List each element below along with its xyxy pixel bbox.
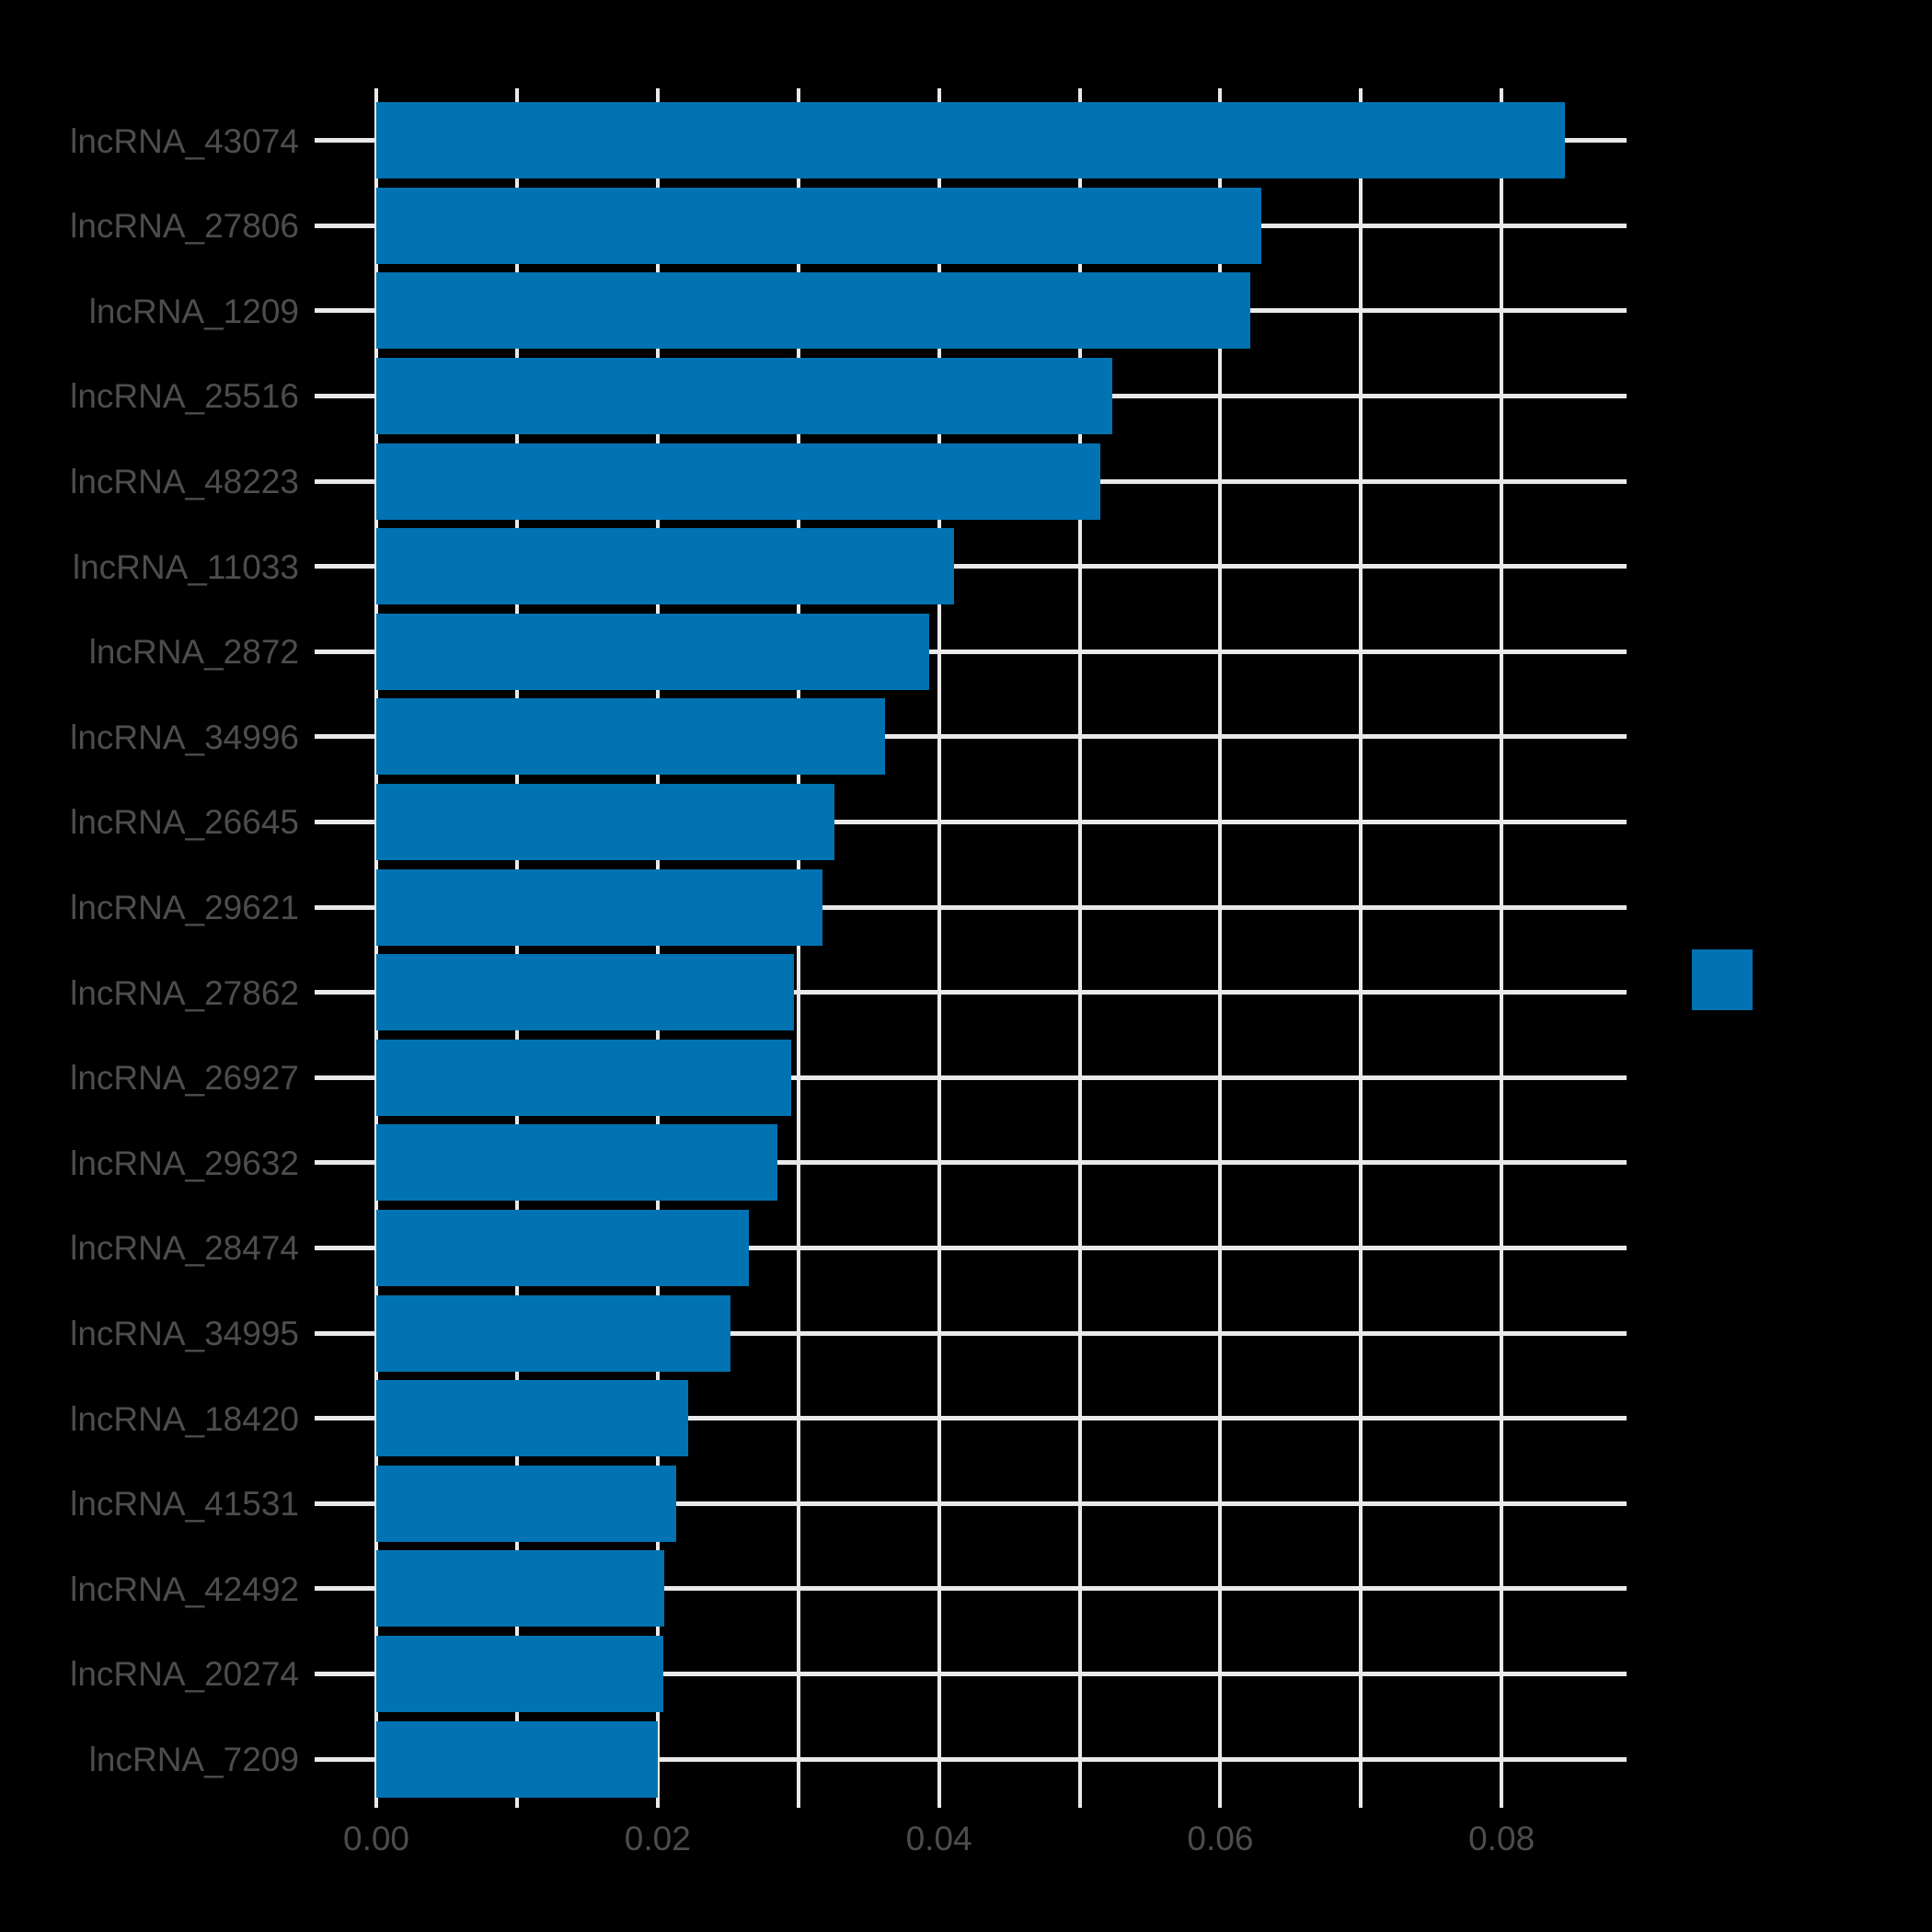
y-tick-label: lncRNA_7209 xyxy=(88,1741,299,1778)
x-gridline xyxy=(1077,88,1082,1808)
y-tick-label: lncRNA_28474 xyxy=(70,1229,299,1268)
y-gridline xyxy=(315,904,1627,910)
y-tick-label: lncRNA_48223 xyxy=(70,463,299,500)
bar-lncRNA_27806 xyxy=(376,187,1261,264)
y-gridline xyxy=(315,1671,1627,1676)
y-tick-label: lncRNA_25516 xyxy=(70,377,299,416)
x-gridline xyxy=(1218,88,1223,1808)
x-gridline xyxy=(937,88,941,1808)
y-gridline xyxy=(315,1245,1627,1250)
x-gridline xyxy=(1359,88,1363,1808)
y-tick-label: lncRNA_2872 xyxy=(88,633,299,672)
bar-lncRNA_20274 xyxy=(376,1635,663,1712)
y-gridline xyxy=(315,734,1627,740)
bar-lncRNA_34995 xyxy=(376,1294,731,1372)
y-tick-label: lncRNA_26927 xyxy=(70,1059,299,1098)
x-gridline xyxy=(514,88,519,1808)
x-tick-label: 0.00 xyxy=(342,1820,410,1857)
y-tick-label: lncRNA_41531 xyxy=(70,1485,299,1524)
x-tick-label: 0.06 xyxy=(1187,1820,1254,1857)
y-gridline xyxy=(315,990,1627,995)
y-gridline xyxy=(315,1160,1627,1166)
bar-lncRNA_7209 xyxy=(376,1720,658,1798)
y-tick-label: lncRNA_26645 xyxy=(70,803,299,842)
y-gridline xyxy=(315,649,1627,654)
y-tick-label: lncRNA_29621 xyxy=(70,889,299,926)
y-tick-label: lncRNA_27806 xyxy=(70,207,299,246)
x-tick-label: 0.02 xyxy=(624,1820,691,1857)
y-gridline xyxy=(315,819,1627,824)
bar-lncRNA_11033 xyxy=(376,528,955,605)
legend-swatch xyxy=(1692,949,1753,1010)
y-tick-label: lncRNA_34995 xyxy=(70,1315,299,1352)
bar-lncRNA_28474 xyxy=(376,1209,750,1286)
y-tick-label: lncRNA_1209 xyxy=(88,292,299,330)
bar-lncRNA_2872 xyxy=(376,613,929,690)
bar-lncRNA_34996 xyxy=(376,698,886,776)
y-gridline xyxy=(315,1330,1627,1336)
y-gridline xyxy=(315,1586,1627,1592)
bar-lncRNA_43074 xyxy=(376,102,1565,179)
y-gridline xyxy=(315,1416,1627,1421)
bar-lncRNA_29632 xyxy=(376,1124,777,1202)
x-gridline xyxy=(796,88,800,1808)
y-tick-label: lncRNA_42492 xyxy=(70,1570,299,1608)
bar-lncRNA_1209 xyxy=(376,272,1250,350)
x-gridline xyxy=(374,88,378,1808)
y-gridline xyxy=(315,1756,1627,1762)
x-tick-label: 0.08 xyxy=(1468,1820,1535,1857)
bar-lncRNA_26645 xyxy=(376,783,835,860)
y-tick-label: lncRNA_20274 xyxy=(70,1655,299,1694)
y-tick-label: lncRNA_18420 xyxy=(70,1399,299,1438)
bar-lncRNA_26927 xyxy=(376,1039,792,1116)
bar-lncRNA_25516 xyxy=(376,357,1112,434)
y-gridline xyxy=(315,1501,1627,1506)
x-gridline xyxy=(1500,88,1504,1808)
y-gridline xyxy=(315,1075,1627,1080)
y-gridline xyxy=(315,564,1627,569)
bar-lncRNA_42492 xyxy=(376,1550,665,1627)
y-tick-label: lncRNA_43074 xyxy=(70,121,299,160)
x-tick-label: 0.04 xyxy=(905,1820,972,1857)
x-gridline xyxy=(655,88,660,1808)
bar-lncRNA_48223 xyxy=(376,443,1101,520)
y-tick-label: lncRNA_29632 xyxy=(70,1144,299,1182)
bar-lncRNA_29621 xyxy=(376,868,822,946)
bar-lncRNA_27862 xyxy=(376,954,795,1031)
bar-lncRNA_18420 xyxy=(376,1380,689,1457)
y-tick-label: lncRNA_27862 xyxy=(70,973,299,1012)
bar-lncRNA_41531 xyxy=(376,1465,676,1542)
y-tick-label: lncRNA_34996 xyxy=(70,718,299,756)
y-tick-label: lncRNA_11033 xyxy=(72,547,299,586)
